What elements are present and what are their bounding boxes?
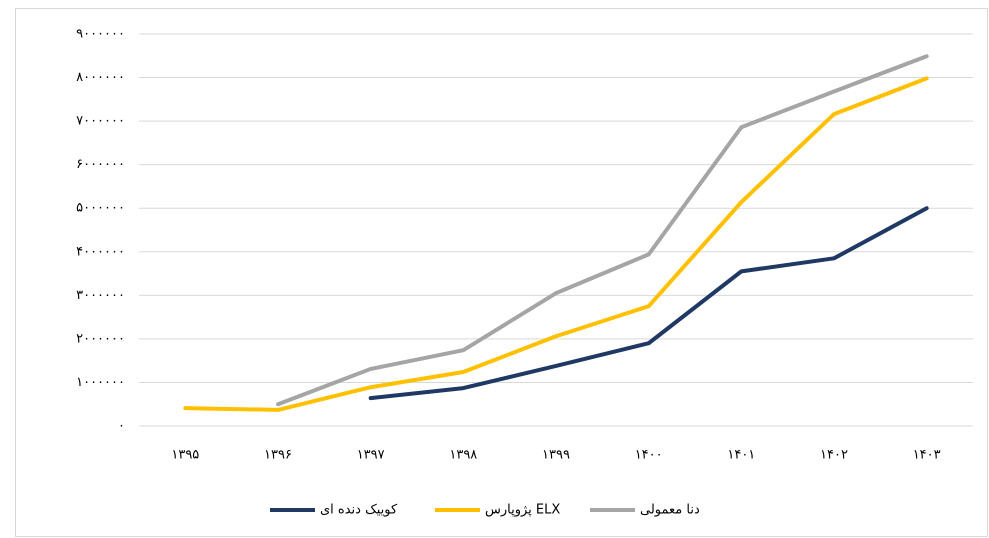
series-line	[368, 206, 929, 401]
x-tick-label: ۱۴۰۳	[913, 448, 941, 463]
x-tick-label: ۱۴۰۱	[727, 448, 755, 463]
legend-label: دنا معمولی	[640, 503, 700, 518]
y-tick-label: ۴۰۰۰۰۰۰	[76, 244, 125, 259]
y-tick-label: ۲۰۰۰۰۰۰	[76, 331, 125, 346]
x-tick-label: ۱۳۹۵	[171, 448, 199, 463]
y-tick-label: ۰	[118, 419, 125, 434]
x-tick-label: ۱۳۹۹	[542, 448, 570, 463]
x-tick-label: ۱۳۹۶	[264, 448, 292, 463]
y-tick-label: ۹۰۰۰۰۰۰	[76, 27, 125, 42]
x-tick-label: ۱۳۹۸	[449, 448, 477, 463]
y-tick-label: ۱۰۰۰۰۰۰	[76, 375, 125, 390]
series-line	[183, 76, 929, 412]
y-tick-label: ۸۰۰۰۰۰۰	[76, 70, 125, 85]
x-tick-label: ۱۳۹۷	[357, 448, 385, 463]
legend-label: کوییک دنده ای	[320, 503, 398, 518]
legend-label: پژوپارس ELX	[485, 503, 560, 518]
series-line	[276, 54, 929, 407]
y-tick-label: ۷۰۰۰۰۰۰	[76, 114, 125, 129]
y-tick-label: ۳۰۰۰۰۰۰	[76, 288, 125, 303]
x-tick-label: ۱۴۰۰	[635, 448, 663, 463]
y-tick-label: ۶۰۰۰۰۰۰	[76, 157, 125, 172]
y-tick-label: ۵۰۰۰۰۰۰	[76, 201, 125, 216]
x-tick-label: ۱۴۰۲	[820, 448, 848, 463]
